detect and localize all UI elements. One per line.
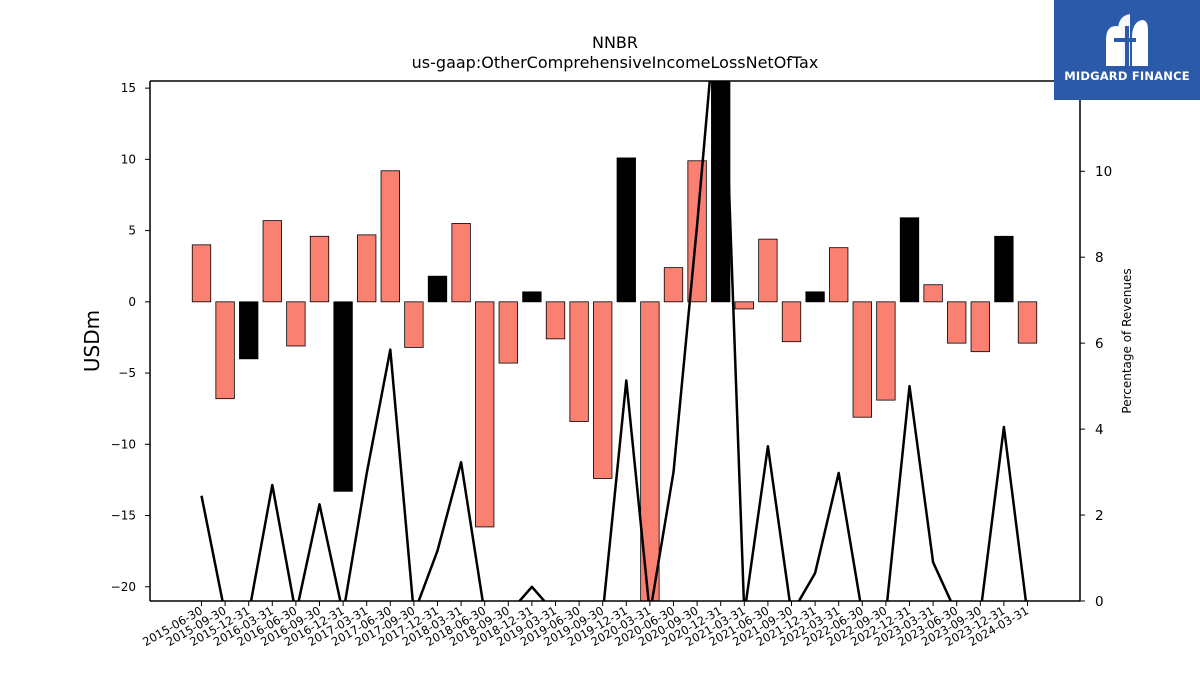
y2-tick-label: 6 <box>1095 336 1104 352</box>
bar-2016-09-30 <box>309 235 330 303</box>
bar-2021-06-30 <box>758 238 778 303</box>
bar-2023-09-30 <box>970 301 990 353</box>
bar-2021-09-30 <box>781 301 802 343</box>
bar-2018-12-31 <box>522 291 542 303</box>
y-tick-label: −15 <box>111 509 136 523</box>
bar-2023-06-30 <box>947 301 967 344</box>
percentage-line <box>200 81 1028 601</box>
y-tick-label: 0 <box>128 295 136 309</box>
y2-axis-label: Percentage of Revenues <box>1120 268 1134 413</box>
bar-2017-06-30 <box>380 170 400 303</box>
bar-2023-03-31 <box>923 284 943 303</box>
bar-2020-06-30 <box>663 267 684 303</box>
bar-2022-03-31 <box>829 247 849 303</box>
logo-mark-icon <box>1106 14 1148 66</box>
bar-2020-03-31 <box>640 301 660 601</box>
bar-2019-03-31 <box>545 301 566 340</box>
bar-2022-09-30 <box>876 301 896 401</box>
bar-2016-03-31 <box>262 220 282 303</box>
y-tick-label: 5 <box>128 224 136 238</box>
bar-2019-09-30 <box>593 301 613 479</box>
bar-2017-12-31 <box>427 275 448 303</box>
midgard-finance-logo: MIDGARD FINANCE <box>1054 0 1200 100</box>
y-tick-label: −5 <box>118 366 136 380</box>
bars <box>191 81 1038 601</box>
y-tick-label: −20 <box>111 580 136 594</box>
bar-2023-12-31 <box>994 235 1014 303</box>
bar-2019-06-30 <box>569 301 589 422</box>
y-tick-label: 10 <box>121 152 136 166</box>
y-tick-label: 15 <box>121 81 136 95</box>
chart-subtitle: us-gaap:OtherComprehensiveIncomeLossNetO… <box>412 53 819 72</box>
plot-area: 151050−5−10−15−2002468102015-06-302015-0… <box>111 80 1112 649</box>
bar-2021-03-31 <box>734 301 754 310</box>
bar-2018-06-30 <box>475 301 495 528</box>
bar-2021-12-31 <box>805 291 825 303</box>
bar-2018-09-30 <box>498 301 518 364</box>
bar-2017-09-30 <box>404 301 424 348</box>
bar-2019-12-31 <box>616 157 636 303</box>
y2-tick-label: 4 <box>1095 422 1104 438</box>
bar-2015-12-31 <box>239 301 259 360</box>
y2-tick-label: 2 <box>1095 508 1104 524</box>
bar-2018-03-31 <box>451 223 471 303</box>
y2-tick-label: 10 <box>1095 164 1112 180</box>
y-tick-label: −10 <box>111 437 136 451</box>
bar-2024-03-31 <box>1017 301 1038 344</box>
bar-2022-12-31 <box>899 217 920 303</box>
logo-text: MIDGARD FINANCE <box>1064 69 1190 83</box>
bar-2015-06-30 <box>191 244 212 303</box>
y2-tick-label: 8 <box>1095 250 1104 266</box>
y2-tick-label: 0 <box>1095 594 1104 610</box>
chart-title: NNBR <box>592 33 638 52</box>
y-axis-label: USDm <box>80 310 104 372</box>
bar-2015-09-30 <box>215 301 235 400</box>
bar-2017-03-31 <box>357 234 377 303</box>
bar-2016-12-31 <box>333 301 353 492</box>
bar-2016-06-30 <box>286 301 306 347</box>
bar-2022-06-30 <box>852 301 872 418</box>
